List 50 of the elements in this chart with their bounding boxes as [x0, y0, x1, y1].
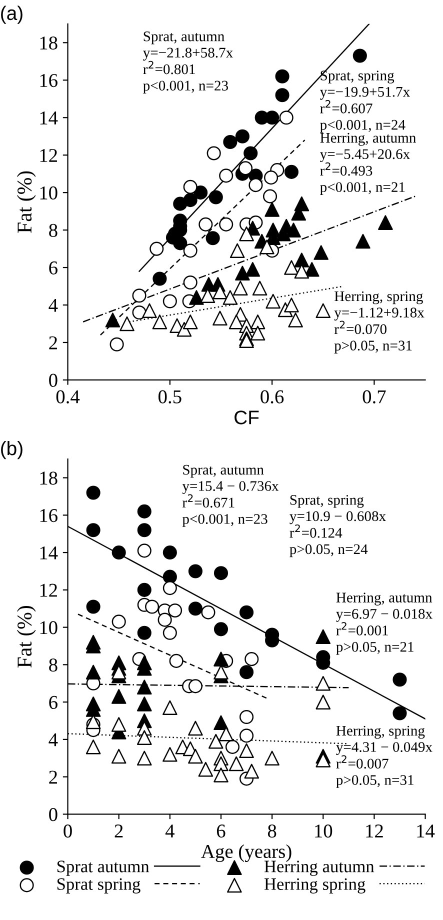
annotation: Herring, spring y=−1.12+9.18x r$^{2}$=0.070 p>0.05, n=31	[334, 291, 424, 354]
annotation: Herring, autumn y=6.97 − 0.018x r$^{2}$=0.001 p>0.05, n=21	[336, 592, 432, 655]
annotation: Herring, autumn y=−5.45+20.6x r$^{2}$=0.493 p<0.001, n=21	[320, 132, 416, 195]
y-tick-label: 0	[49, 808, 58, 822]
legend-label: Herring spring	[264, 878, 366, 894]
y-tick-label: 16	[40, 509, 58, 522]
x-tick-label: 8	[268, 824, 276, 838]
y-tick-label: 10	[40, 621, 58, 634]
y-tick-label: 4	[48, 298, 58, 312]
y-tick-label: 2	[49, 336, 57, 350]
y-tick-label: 8	[49, 658, 58, 672]
x-tick-label: 2	[114, 824, 123, 838]
annotation: Sprat, autumn y=15.4 − 0.736x r$^{2}$=0.671 p<0.001, n=23	[182, 464, 279, 527]
y-tick-label: 10	[40, 186, 58, 200]
y-tick-label: 16	[40, 74, 58, 88]
x-tick-label: 4	[165, 824, 174, 838]
chart-title: (a)	[1, 6, 22, 24]
annotation: Herring, spring y=4.31 − 0.049x r$^{2}$=0.007 p>0.05, n=31	[336, 726, 432, 788]
x-tick-label: 14	[417, 824, 435, 838]
annotation: Sprat, spring y=10.9 − 0.608x r$^{2}$=0.124 p>0.05, n=24	[290, 495, 386, 558]
x-tick-label: 10	[315, 824, 332, 838]
y-tick-label: 0	[49, 374, 58, 387]
x-axis-title: CF	[234, 410, 259, 424]
y-tick-label: 14	[40, 112, 58, 124]
chart-title: (b)	[1, 440, 22, 460]
y-tick-label: 8	[49, 224, 58, 237]
y-tick-label: 18	[40, 472, 58, 485]
y-tick-label: 14	[40, 546, 58, 560]
y-tick-label: 2	[49, 770, 57, 784]
x-axis-title: Age (years)	[201, 844, 292, 862]
y-tick-label: 12	[40, 148, 57, 162]
y-axis-title: Fat (%)	[16, 606, 36, 668]
y-axis-title: Fat (%)	[16, 171, 36, 233]
y-tick-label: 18	[40, 36, 58, 50]
y-tick-label: 12	[40, 584, 57, 597]
y-tick-label: 6	[49, 261, 58, 274]
legend-label: Sprat autumn	[57, 860, 150, 876]
x-tick-label: 0.6	[260, 390, 284, 404]
x-tick-label: 12	[366, 824, 383, 838]
x-tick-label: 6	[216, 824, 226, 838]
annotation: Sprat, autumn y=−21.8+58.7x r$^{2}$=0.801 p<0.001, n=23	[143, 32, 233, 94]
y-tick-label: 6	[49, 696, 58, 709]
x-tick-label: 0	[64, 824, 72, 838]
annotation: Sprat, spring y=−19.9+51.7x r$^{2}$=0.607 p<0.001, n=24	[320, 70, 410, 133]
x-tick-label: 0.4	[56, 390, 80, 404]
y-tick-label: 4	[48, 733, 58, 746]
x-tick-label: 0.5	[158, 390, 182, 404]
x-tick-label: 0.7	[362, 390, 386, 404]
legend-label: Herring autumn	[264, 860, 374, 876]
legend-label: Sprat spring	[57, 878, 140, 894]
